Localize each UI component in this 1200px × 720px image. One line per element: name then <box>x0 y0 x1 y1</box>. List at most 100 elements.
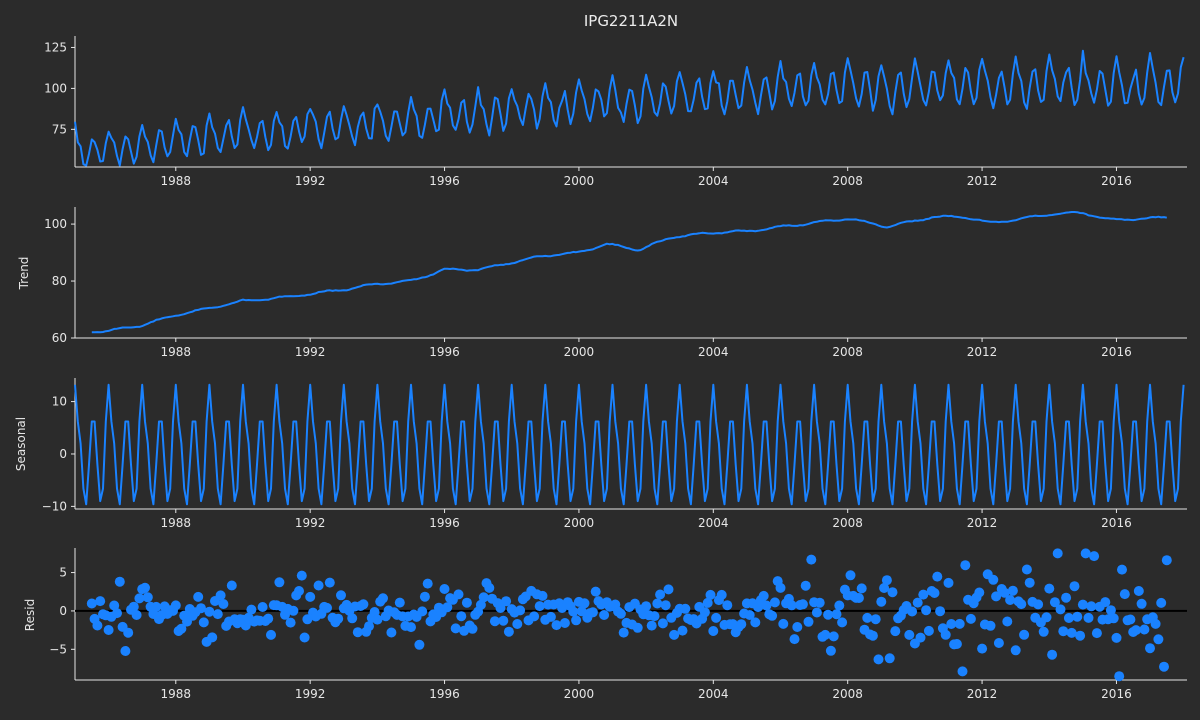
resid-point <box>943 577 954 588</box>
resid-point <box>414 639 425 650</box>
resid-point <box>1052 548 1063 559</box>
resid-point <box>587 607 598 618</box>
resid-point <box>274 577 285 588</box>
resid-point <box>226 580 237 591</box>
resid-point <box>800 580 811 591</box>
resid-point <box>1047 649 1058 660</box>
resid-point <box>372 614 383 625</box>
resid-point <box>394 597 405 608</box>
resid-point <box>814 597 825 608</box>
seasonal-panel: Seasonal 1988 1992 1996 2000 2004 2008 2012 201… <box>14 378 1187 530</box>
resid-point <box>419 591 430 602</box>
resid-point <box>1080 548 1091 559</box>
resid-point <box>495 603 506 613</box>
x-tick-label-2004: 2004 <box>698 516 729 530</box>
resid-point <box>935 606 946 617</box>
series-line <box>91 211 1168 334</box>
resid-point <box>450 623 461 634</box>
resid-point <box>551 620 562 631</box>
x-tick-label-2008: 2008 <box>832 516 863 530</box>
x-tick-label-1992: 1992 <box>295 687 326 701</box>
resid-point <box>1133 586 1144 596</box>
resid-point <box>484 582 495 593</box>
resid-point <box>837 617 848 628</box>
x-tick-label-2000: 2000 <box>564 174 595 188</box>
resid-point <box>716 589 727 600</box>
x-tick-label-2016: 2016 <box>1101 174 1132 188</box>
resid-point <box>305 591 316 602</box>
resid-point <box>257 602 268 612</box>
resid-point <box>369 607 380 617</box>
resid-point <box>151 601 162 612</box>
resid-point <box>417 606 428 617</box>
x-tick-label-1988: 1988 <box>161 516 192 530</box>
seasonal-ylabel: Seasonal <box>14 417 28 471</box>
resid-point <box>677 625 688 636</box>
resid-point <box>834 600 845 611</box>
resid-point <box>386 627 397 638</box>
resid-point <box>299 632 310 643</box>
resid-point <box>870 614 881 625</box>
resid-point <box>775 582 786 593</box>
resid-point <box>212 609 223 620</box>
resid-point <box>1041 612 1052 623</box>
trend-panel: Trend 1988 1992 1996 2000 2004 2008 2012 2016 60… <box>17 207 1187 359</box>
resid-point <box>946 619 957 629</box>
resid-point <box>722 600 733 611</box>
resid-point <box>599 610 610 620</box>
resid-point <box>333 613 344 624</box>
resid-point <box>828 631 839 642</box>
x-tick-label-2000: 2000 <box>564 345 595 359</box>
resid-point <box>442 602 453 613</box>
resid-point <box>378 593 388 604</box>
resid-point <box>711 612 722 623</box>
resid-point <box>646 620 657 631</box>
resid-point <box>246 604 257 615</box>
resid-point <box>1161 555 1172 566</box>
resid-point <box>879 583 890 593</box>
resid-point <box>657 618 668 629</box>
resid-point <box>501 596 512 607</box>
resid-point <box>845 570 856 581</box>
resid-point <box>1111 632 1122 643</box>
x-tick-label-1988: 1988 <box>161 345 192 359</box>
resid-point <box>336 590 346 601</box>
resid-point <box>1024 577 1035 588</box>
resid-point <box>296 570 307 581</box>
x-tick-label-2012: 2012 <box>967 516 998 530</box>
resid-point <box>789 634 800 645</box>
resid-point <box>876 596 887 607</box>
resid-point <box>887 587 898 598</box>
resid-point <box>702 597 713 608</box>
resid-point <box>1021 564 1032 575</box>
resid-point <box>123 627 134 638</box>
resid-point <box>1108 613 1119 624</box>
resid-point <box>559 618 570 628</box>
resid-point <box>266 629 276 640</box>
x-tick-label-2016: 2016 <box>1101 345 1132 359</box>
x-tick-label-2004: 2004 <box>698 174 729 188</box>
resid-point <box>1075 630 1086 641</box>
resid-panel: Resid 1988 1992 1996 2000 2004 2008 2012 2016 −5… <box>23 548 1187 701</box>
resid-point <box>114 576 125 587</box>
resid-point <box>453 589 464 600</box>
resid-point <box>461 597 472 608</box>
resid-point <box>1145 643 1155 654</box>
y-tick-label-10: 10 <box>52 395 67 409</box>
resid-point <box>915 632 926 643</box>
resid-point <box>615 608 626 619</box>
resid-point <box>951 639 962 649</box>
resid-point <box>313 580 324 591</box>
resid-point <box>1083 612 1094 623</box>
resid-point <box>1033 599 1044 610</box>
resid-point <box>218 599 229 609</box>
resid-point <box>708 626 719 636</box>
resid-point <box>215 590 226 601</box>
y-tick-label-125: 125 <box>44 40 67 54</box>
series-line <box>74 383 1185 506</box>
resid-point <box>797 599 808 610</box>
resid-point <box>204 606 215 617</box>
resid-point <box>932 571 943 582</box>
